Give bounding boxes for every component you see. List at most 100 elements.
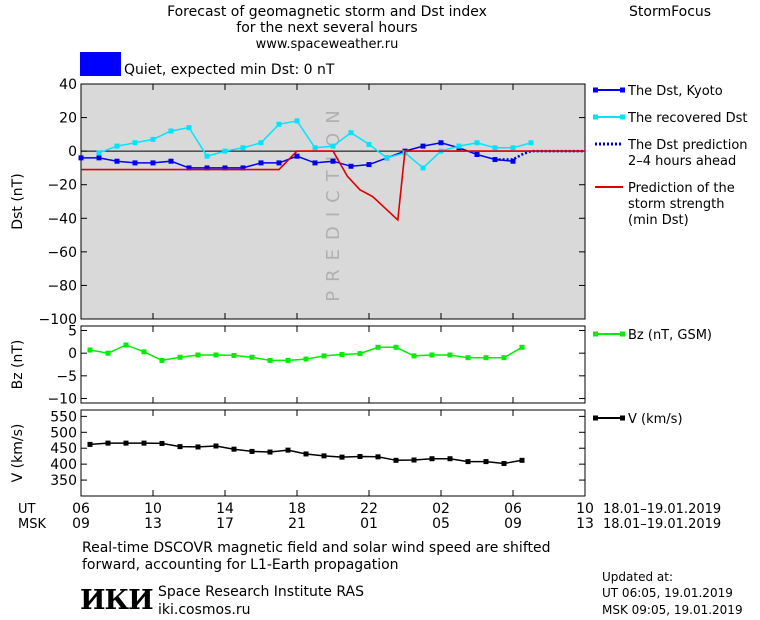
updated-ut: UT 06:05, 19.01.2019 (602, 586, 733, 600)
legend-label: 2–4 hours ahead (628, 154, 736, 169)
data-point (114, 158, 120, 164)
legend-marker (593, 331, 598, 337)
prediction-label: PREDICTION (323, 101, 344, 301)
data-point (213, 352, 219, 358)
data-point (483, 355, 489, 361)
y-tick-label: −20 (47, 178, 77, 194)
x-tick-label-msk: 21 (288, 516, 306, 532)
date-range-msk: 18.01–19.01.2019 (603, 517, 721, 532)
data-point (294, 118, 300, 124)
data-point (249, 448, 255, 454)
data-point (393, 344, 399, 350)
data-point (168, 158, 174, 164)
x-axis-ut-label: UT (18, 502, 36, 517)
data-point (348, 130, 354, 136)
data-point (330, 143, 336, 149)
footnote-line1: Real-time DSCOVR magnetic field and sola… (82, 540, 551, 556)
data-point (411, 457, 417, 463)
legend-label: The Dst prediction (627, 138, 748, 153)
date-range-ut: 18.01–19.01.2019 (603, 502, 721, 517)
legend-label: storm strength (628, 197, 725, 212)
data-point (114, 143, 120, 149)
data-point (375, 454, 381, 460)
storm-level-text: Quiet, expected min Dst: 0 nT (124, 62, 335, 78)
y-tick-label: 20 (59, 111, 77, 127)
y-tick-label: −40 (47, 211, 77, 227)
data-point (348, 163, 354, 169)
data-point (510, 158, 516, 164)
panel-frame-bz (80, 325, 586, 404)
data-point (249, 354, 255, 360)
legend-marker (620, 415, 625, 421)
updated-msk: MSK 09:05, 19.01.2019 (602, 603, 743, 617)
data-point (492, 145, 498, 151)
website-link[interactable]: www.spaceweather.ru (255, 37, 399, 52)
data-point (276, 121, 282, 127)
data-point (123, 342, 129, 348)
y-tick-label: 350 (50, 473, 77, 489)
data-point (222, 148, 228, 154)
data-point (195, 444, 201, 450)
data-point (474, 140, 480, 146)
data-point (240, 165, 246, 171)
data-point (267, 449, 273, 455)
data-point (123, 440, 129, 446)
x-tick-label-ut: 06 (504, 501, 522, 517)
data-point (447, 456, 453, 462)
legend-marker (593, 87, 598, 93)
legend-marker (620, 331, 625, 337)
institute-website[interactable]: iki.cosmos.ru (158, 602, 251, 618)
y-tick-label: 0 (68, 144, 77, 160)
data-point (465, 355, 471, 361)
data-point (375, 344, 381, 350)
data-point (321, 453, 327, 459)
data-point (150, 136, 156, 142)
legend-label: The Dst, Kyoto (627, 84, 723, 99)
y-tick-label: 40 (59, 77, 77, 93)
y-tick-label: 550 (50, 409, 77, 425)
data-point (159, 440, 165, 446)
y-tick-label: 0 (68, 346, 77, 362)
y-tick-label: 500 (50, 425, 77, 441)
series-line (81, 150, 585, 222)
data-point (429, 352, 435, 358)
data-point (177, 354, 183, 360)
data-point (339, 352, 345, 358)
chart-subtitle: for the next several hours (236, 20, 418, 36)
data-point (366, 162, 372, 168)
x-tick-label-ut: 10 (144, 501, 162, 517)
x-tick-label-msk: 13 (576, 516, 594, 532)
data-point (204, 165, 210, 171)
panel-frame-dst (80, 83, 586, 320)
data-point (456, 143, 462, 149)
data-point (177, 444, 183, 450)
data-point (357, 351, 363, 357)
y-tick-label: 5 (68, 324, 77, 340)
iki-logo: ИКИ (80, 585, 154, 616)
data-point (186, 125, 192, 131)
storm-level-indicator (80, 52, 121, 76)
x-tick-label-ut: 22 (360, 501, 378, 517)
x-tick-label-msk: 17 (216, 516, 234, 532)
legend-label: The recovered Dst (627, 111, 747, 126)
data-point (303, 451, 309, 457)
data-point (168, 128, 174, 134)
panel-frame-v (80, 409, 586, 497)
x-tick-label-ut: 18 (288, 501, 306, 517)
data-point (330, 158, 336, 164)
data-point (438, 140, 444, 146)
legend-label: Bz (nT, GSM) (628, 328, 712, 343)
data-point (222, 165, 228, 171)
data-point (96, 155, 102, 161)
brand-name: StormFocus (629, 4, 712, 20)
x-tick-label-ut: 06 (72, 501, 90, 517)
y-tick-label: −5 (56, 369, 77, 385)
data-point (303, 356, 309, 362)
data-point (474, 152, 480, 157)
x-tick-label-msk: 01 (360, 516, 378, 532)
data-point (231, 446, 237, 452)
x-tick-label-ut: 10 (576, 501, 594, 517)
data-point (78, 155, 84, 161)
data-point (186, 165, 192, 171)
data-point (294, 153, 300, 159)
